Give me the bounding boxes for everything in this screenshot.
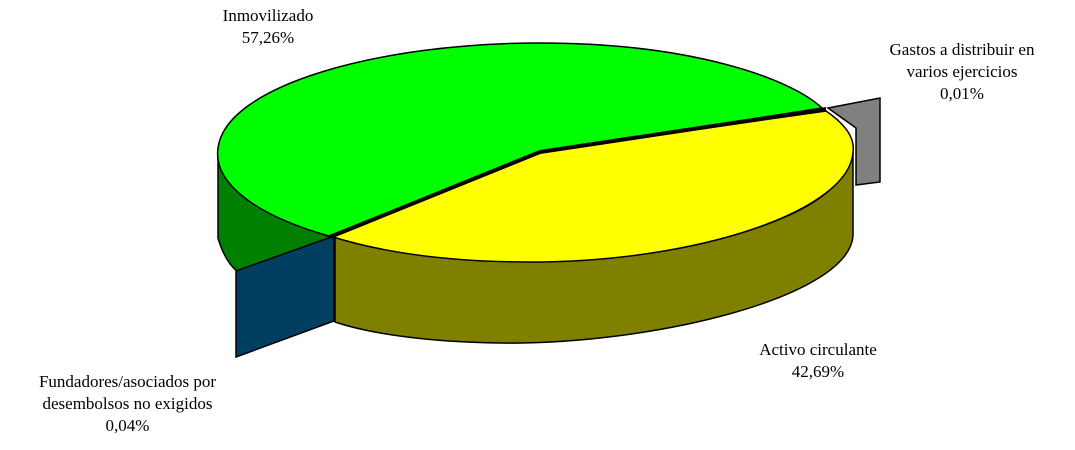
slice-label-activo-name: Activo circulante <box>759 340 877 359</box>
slice-label-fundadores: Fundadores/asociados por desembolsos no … <box>0 371 255 437</box>
slice-label-fundadores-value: 0,04% <box>105 416 150 435</box>
slice-label-gastos-value: 0,01% <box>940 84 984 103</box>
slice-gastos-face <box>826 97 881 186</box>
slice-divider-left <box>329 150 541 239</box>
slice-label-gastos: Gastos a distribuir en varios ejercicios… <box>862 39 1062 105</box>
slice-label-fundadores-line2: desembolsos no exigidos <box>42 394 213 413</box>
slice-fundadores-face <box>235 234 335 359</box>
slice-label-activo-value: 42,69% <box>791 362 845 381</box>
slice-label-gastos-line2: varios ejercicios <box>906 62 1018 81</box>
slice-label-inmovilizado-name: Inmovilizado <box>222 6 314 25</box>
slice-label-fundadores-line1: Fundadores/asociados por <box>38 372 217 391</box>
slice-activo-top <box>330 110 854 263</box>
slice-inmovilizado-top <box>216 42 824 237</box>
slice-label-activo: Activo circulante 42,69% <box>718 339 918 383</box>
slice-label-inmovilizado: Inmovilizado 57,26% <box>178 5 358 49</box>
slice-label-inmovilizado-value: 57,26% <box>241 28 295 47</box>
slice-divider-right <box>539 107 827 154</box>
slice-label-gastos-line1: Gastos a distribuir en <box>889 40 1035 59</box>
